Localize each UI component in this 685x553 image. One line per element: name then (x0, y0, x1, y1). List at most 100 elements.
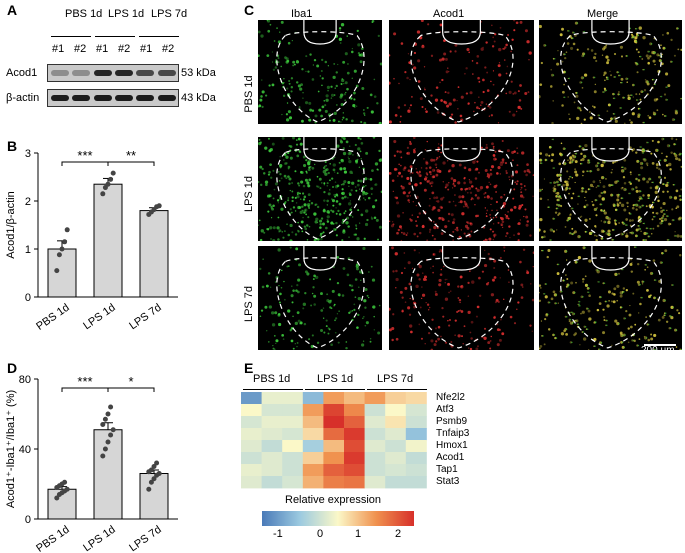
cell-signal (620, 55, 624, 58)
cell-signal (260, 229, 264, 233)
cell-signal (267, 210, 270, 213)
cell-signal (602, 47, 606, 51)
cell-signal (320, 309, 324, 312)
cell-signal (564, 226, 567, 228)
cell-signal (501, 139, 504, 143)
cell-signal (396, 150, 399, 153)
cell-signal (272, 347, 275, 350)
cell-signal (259, 238, 263, 241)
cell-signal (490, 165, 495, 169)
cell-signal (497, 221, 500, 224)
cell-signal (401, 186, 405, 190)
cell-signal (297, 319, 301, 323)
cell-signal (357, 313, 360, 317)
cell-signal (438, 155, 441, 158)
heatmap-cell (302, 428, 324, 441)
cell-signal (276, 226, 280, 230)
cell-signal (493, 259, 497, 263)
scale-bar (644, 344, 676, 346)
cell-signal (552, 138, 555, 141)
cell-signal (593, 106, 596, 109)
cell-signal (378, 158, 382, 162)
cell-signal (336, 144, 340, 148)
cell-signal (601, 192, 604, 194)
cell-signal (354, 296, 357, 299)
cell-signal (645, 316, 647, 318)
cell-signal (448, 291, 450, 294)
cell-signal (394, 252, 398, 256)
cell-signal (430, 54, 434, 58)
cell-signal (355, 227, 358, 230)
cell-signal (647, 193, 651, 197)
cell-signal (303, 225, 306, 228)
cell-signal (454, 334, 456, 336)
cell-signal (626, 205, 629, 208)
cell-signal (466, 48, 470, 52)
wb-lane-label: #1 (140, 43, 153, 55)
cell-signal (406, 151, 411, 155)
cell-signal (676, 309, 679, 312)
heatmap-cell (344, 392, 365, 405)
cell-signal (488, 181, 490, 183)
cell-signal (291, 285, 293, 287)
cell-signal (292, 206, 296, 209)
cell-signal (349, 200, 352, 202)
cell-signal (350, 50, 354, 54)
cell-signal (433, 343, 437, 347)
cell-signal (620, 169, 625, 173)
cell-signal (364, 198, 367, 201)
cell-signal (578, 107, 581, 109)
cell-signal (364, 209, 369, 213)
cell-signal (324, 104, 327, 107)
cell-signal (300, 220, 304, 224)
cell-signal (315, 185, 318, 188)
cell-signal (606, 58, 610, 62)
cell-signal (450, 113, 454, 116)
cell-signal (287, 175, 290, 178)
cell-signal (578, 195, 581, 198)
cell-signal (406, 146, 409, 149)
cell-signal (526, 220, 529, 223)
wb-group-label: LPS 1d (108, 8, 145, 20)
cell-signal (285, 177, 288, 180)
cell-signal (308, 118, 312, 122)
cell-signal (480, 189, 482, 191)
heatmap-cell (282, 392, 304, 405)
cell-signal (441, 57, 445, 61)
cell-signal (617, 180, 620, 182)
cell-signal (638, 199, 641, 202)
cell-signal (411, 172, 414, 174)
cell-signal (492, 234, 496, 237)
cell-signal (491, 45, 495, 48)
cell-signal (654, 83, 657, 86)
cell-signal (478, 294, 482, 297)
cell-signal (335, 193, 339, 197)
cell-signal (447, 91, 450, 95)
cell-signal (359, 60, 363, 64)
cell-signal (628, 219, 632, 222)
cell-signal (432, 175, 436, 179)
cell-signal (346, 87, 349, 91)
cell-signal (617, 91, 620, 93)
cell-signal (556, 229, 558, 231)
cell-signal (674, 152, 677, 155)
cell-signal (662, 214, 665, 218)
cell-signal (649, 178, 652, 180)
cell-signal (547, 328, 551, 331)
region-outline (560, 257, 662, 349)
cell-signal (647, 81, 649, 83)
cell-signal (553, 185, 556, 188)
cell-signal (364, 192, 368, 196)
cell-signal (631, 262, 633, 264)
cell-signal (539, 228, 541, 232)
cell-signal (470, 198, 473, 201)
cell-signal (670, 38, 673, 42)
cell-signal (568, 178, 570, 180)
cell-signal (668, 144, 671, 147)
cell-signal (457, 181, 461, 185)
cell-signal (607, 78, 609, 80)
cell-signal (324, 109, 328, 113)
cell-signal (418, 173, 422, 178)
cell-signal (425, 167, 428, 170)
cell-signal (298, 206, 302, 209)
